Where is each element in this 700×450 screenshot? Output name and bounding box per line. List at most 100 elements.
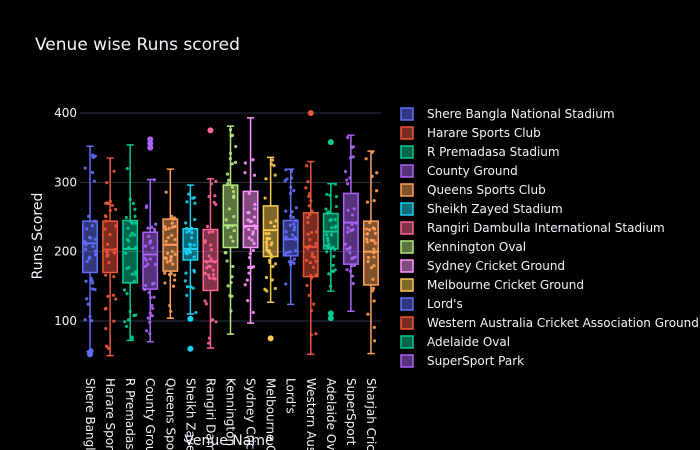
box-point bbox=[230, 224, 234, 228]
box-point bbox=[106, 242, 110, 246]
box-point bbox=[194, 310, 198, 315]
box-3[interactable] bbox=[122, 144, 139, 342]
box-point bbox=[246, 218, 250, 222]
plot-area[interactable] bbox=[82, 110, 379, 358]
legend-item[interactable]: Sydney Cricket Ground bbox=[400, 259, 565, 273]
box-9[interactable] bbox=[242, 117, 259, 324]
box-point bbox=[130, 272, 134, 276]
box-point bbox=[213, 194, 217, 198]
box-point bbox=[164, 227, 168, 231]
box-point bbox=[191, 286, 195, 290]
x-tick-label: County Grou bbox=[143, 378, 157, 450]
box-14[interactable] bbox=[342, 134, 359, 313]
box-4[interactable] bbox=[142, 136, 159, 343]
box-point bbox=[148, 311, 152, 315]
box-point bbox=[163, 271, 167, 275]
box-point bbox=[151, 282, 155, 286]
box-point bbox=[173, 273, 177, 277]
legend-swatch bbox=[400, 278, 414, 292]
box-point bbox=[272, 163, 276, 168]
legend-item[interactable]: Lord's bbox=[400, 297, 463, 311]
box-point bbox=[85, 297, 89, 301]
box-point bbox=[251, 248, 255, 253]
box-point bbox=[191, 196, 195, 200]
legend-label: Sydney Cricket Ground bbox=[427, 259, 565, 273]
box-point bbox=[224, 251, 228, 255]
box-5[interactable] bbox=[162, 168, 179, 319]
box-point bbox=[146, 226, 150, 230]
outlier-point bbox=[327, 310, 334, 317]
legend-item[interactable]: Melbourne Cricket Ground bbox=[400, 278, 584, 292]
box-point bbox=[225, 259, 229, 263]
box-point bbox=[304, 258, 309, 262]
legend[interactable]: Shere Bangla National Stadium Harare Spor… bbox=[400, 107, 699, 368]
box-point bbox=[124, 251, 128, 255]
box-point bbox=[192, 243, 196, 247]
box-2[interactable] bbox=[102, 157, 119, 357]
box-point bbox=[292, 225, 297, 229]
box-10[interactable] bbox=[262, 156, 279, 342]
legend-swatch bbox=[400, 297, 414, 311]
legend-item[interactable]: Shere Bangla National Stadium bbox=[400, 107, 615, 121]
box-point bbox=[345, 268, 349, 272]
legend-item[interactable]: Sheikh Zayed Stadium bbox=[400, 202, 563, 216]
box-point bbox=[106, 294, 110, 298]
legend-item[interactable]: SuperSport Park bbox=[400, 354, 524, 368]
box-12[interactable] bbox=[302, 110, 319, 356]
box-point bbox=[128, 234, 132, 238]
box-point bbox=[228, 156, 232, 161]
box-point bbox=[173, 237, 177, 242]
legend-item[interactable]: Western Australia Cricket Association Gr… bbox=[400, 316, 699, 330]
box-point bbox=[103, 307, 108, 311]
legend-item[interactable]: Kennington Oval bbox=[400, 240, 526, 254]
box-point bbox=[90, 224, 94, 228]
box-point bbox=[212, 260, 216, 264]
box-point bbox=[305, 283, 309, 288]
box-point bbox=[346, 226, 350, 230]
box-point bbox=[125, 167, 129, 171]
box-point bbox=[289, 176, 294, 180]
box-point bbox=[285, 177, 289, 181]
box-6[interactable] bbox=[182, 184, 199, 352]
x-tick-label: R Premadasa bbox=[123, 378, 137, 450]
box-11[interactable] bbox=[282, 168, 299, 306]
box-point bbox=[83, 240, 87, 244]
box-point bbox=[226, 225, 230, 229]
box-point bbox=[154, 222, 158, 226]
box-8[interactable] bbox=[222, 125, 239, 335]
legend-item[interactable]: Rangiri Dambulla International Stadium bbox=[400, 221, 665, 235]
legend-label: Adelaide Oval bbox=[427, 335, 510, 349]
legend-item[interactable]: R Premadasa Stadium bbox=[400, 145, 560, 159]
box-point bbox=[308, 244, 312, 248]
box-point bbox=[309, 199, 313, 203]
box-point bbox=[307, 293, 311, 297]
x-tick-label: Rangiri Dam bbox=[203, 378, 217, 450]
legend-item[interactable]: Harare Sports Club bbox=[400, 126, 541, 140]
box-point bbox=[192, 255, 196, 259]
legend-item[interactable]: County Ground bbox=[400, 164, 518, 178]
box-point bbox=[288, 250, 292, 254]
outlier-point bbox=[327, 139, 334, 146]
box-point bbox=[289, 185, 293, 189]
box-point bbox=[284, 252, 288, 256]
box-point bbox=[163, 281, 167, 285]
box-point bbox=[253, 226, 258, 230]
box-point bbox=[164, 190, 168, 194]
box-13[interactable] bbox=[322, 139, 339, 322]
legend-item[interactable]: Adelaide Oval bbox=[400, 335, 510, 349]
box-point bbox=[128, 197, 132, 201]
box-point bbox=[248, 252, 252, 256]
box-15[interactable] bbox=[362, 150, 379, 355]
box-point bbox=[209, 318, 213, 322]
legend-item[interactable]: Queens Sports Club bbox=[400, 183, 546, 197]
box-point bbox=[371, 289, 375, 293]
box-point bbox=[148, 331, 152, 336]
box-point bbox=[348, 156, 353, 160]
box-point bbox=[89, 276, 93, 280]
box-point bbox=[133, 207, 137, 211]
legend-swatch bbox=[400, 202, 414, 216]
box-7[interactable] bbox=[202, 127, 219, 349]
box-1[interactable] bbox=[82, 145, 99, 358]
box-point bbox=[265, 237, 270, 241]
